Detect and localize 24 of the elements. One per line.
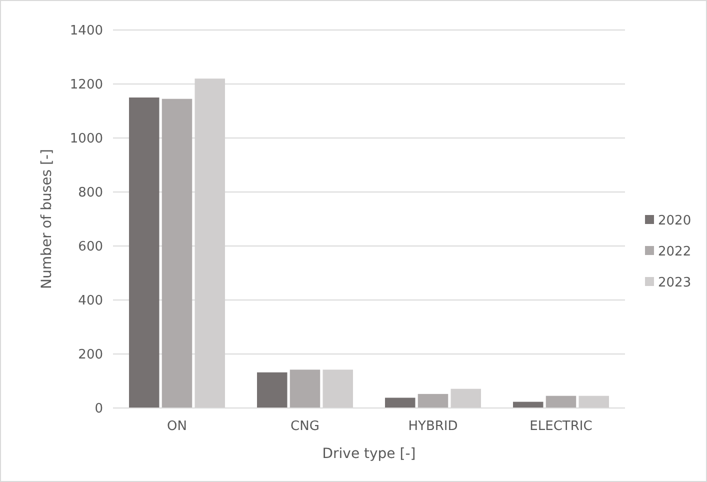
x-tick-label: ELECTRIC [530,419,592,434]
y-tick-label: 1400 [70,24,103,39]
legend-label: 2022 [658,244,692,260]
y-tick-label: 400 [78,294,103,309]
y-tick-label: 800 [78,186,103,201]
bar [546,396,576,408]
y-axis-title: Number of buses [-] [39,148,55,290]
x-tick-label: HYBRID [408,419,458,434]
y-tick-label: 600 [78,240,103,255]
y-tick-label: 200 [78,348,103,363]
legend-label: 2020 [658,214,692,229]
bar [129,98,160,408]
x-tick-label: CNG [290,419,320,434]
y-tick-label: 0 [94,402,103,417]
bar [162,98,192,408]
y-tick-label: 1000 [70,132,103,147]
bar [290,370,320,408]
bar [418,394,448,408]
bar [257,372,288,408]
bar [385,398,416,408]
x-tick-label: ON [167,419,187,434]
y-tick-label: 1200 [70,78,103,93]
legend-label: 2023 [658,276,692,291]
x-axis-title: Drive type [-] [322,446,416,462]
